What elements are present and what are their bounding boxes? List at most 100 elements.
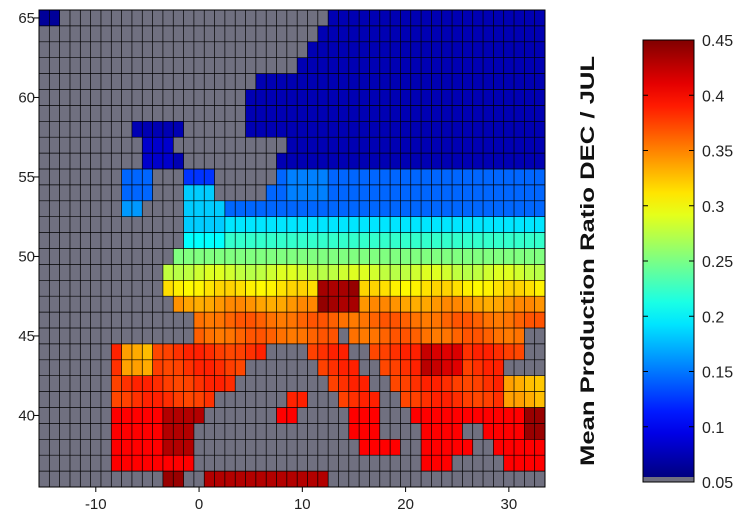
heatmap-cell <box>410 264 422 281</box>
heatmap-cell <box>503 200 515 217</box>
heatmap-cell <box>452 312 463 328</box>
heatmap-cell <box>390 439 401 456</box>
heatmap-cell <box>503 375 515 392</box>
heatmap-cell <box>493 280 504 297</box>
colorbar-ticks: 0.05 0.1 0.15 0.2 0.25 0.3 0.35 0.4 0.45 <box>643 33 733 492</box>
heatmap-cell <box>131 391 143 408</box>
x-axis-ticks: -10 0 10 20 30 <box>85 487 517 513</box>
heatmap-cell <box>121 169 132 185</box>
heatmap-cell <box>328 73 339 90</box>
heatmap-cell <box>534 455 545 472</box>
heatmap-cell <box>390 121 401 138</box>
heatmap-cell <box>255 328 267 344</box>
heatmap-cell <box>348 407 360 424</box>
heatmap-cell <box>452 153 463 169</box>
heatmap-cell <box>255 216 267 233</box>
y-tick-label: 40 <box>18 407 35 424</box>
heatmap-cell <box>235 471 246 487</box>
heatmap-cell <box>462 153 473 169</box>
plot-frame <box>38 9 546 488</box>
heatmap-cell <box>328 359 339 376</box>
heatmap-cell <box>235 248 246 265</box>
heatmap-cell <box>369 137 380 154</box>
colorbar-tick-label: 0.3 <box>702 199 724 216</box>
heatmap-cell <box>255 264 267 281</box>
heatmap-cell <box>142 439 153 456</box>
heatmap-cell <box>338 105 349 122</box>
heatmap-cell <box>359 407 370 424</box>
heatmap-cell <box>142 121 153 138</box>
heatmap-cell <box>328 375 339 392</box>
heatmap-cell <box>369 57 380 74</box>
heatmap-cell <box>142 343 153 360</box>
heatmap-cell <box>410 359 422 376</box>
heatmap-cell <box>286 232 298 249</box>
heatmap-cell <box>462 280 473 297</box>
heatmap-cell <box>514 391 525 408</box>
heatmap-cell <box>400 391 411 408</box>
heatmap-cell <box>255 296 267 313</box>
heatmap-cell <box>328 264 339 281</box>
heatmap-cell <box>462 105 473 122</box>
heatmap-cell <box>162 407 174 424</box>
y-tick-label: 55 <box>18 169 35 186</box>
heatmap-cell <box>359 248 370 265</box>
heatmap-cell <box>235 328 246 344</box>
heatmap-cell <box>462 41 473 58</box>
heatmap-cell <box>348 121 360 138</box>
heatmap-cell <box>338 10 349 26</box>
heatmap-cell <box>266 121 277 138</box>
heatmap-cell <box>307 73 318 90</box>
heatmap-cell <box>379 169 391 185</box>
heatmap-cell <box>452 57 463 74</box>
heatmap-cell <box>286 248 298 265</box>
heatmap-cell <box>307 328 318 344</box>
heatmap-cell <box>162 153 174 169</box>
heatmap-cell <box>173 423 184 440</box>
heatmap-cell <box>483 423 494 440</box>
heatmap-cell <box>452 264 463 281</box>
heatmap-cell <box>524 232 535 249</box>
heatmap-cell <box>524 423 535 440</box>
heatmap-cell <box>524 455 535 472</box>
heatmap-cell <box>214 296 225 313</box>
heatmap-cell <box>483 121 494 138</box>
heatmap-cell <box>400 312 411 328</box>
heatmap-cell <box>266 232 277 249</box>
heatmap-cell <box>493 375 504 392</box>
heatmap-cell <box>493 89 504 106</box>
heatmap-cell <box>472 359 484 376</box>
heatmap-cell <box>410 57 422 74</box>
heatmap-cell <box>379 296 391 313</box>
heatmap-cell <box>359 41 370 58</box>
heatmap-cell <box>390 296 401 313</box>
heatmap-cell <box>421 343 432 360</box>
heatmap-cell <box>328 232 339 249</box>
heatmap-cell <box>224 375 236 392</box>
heatmap-cell <box>421 264 432 281</box>
heatmap-cell <box>317 264 329 281</box>
heatmap-cell <box>328 280 339 297</box>
heatmap-cell <box>472 10 484 26</box>
heatmap-cell <box>483 328 494 344</box>
heatmap-cell <box>379 73 391 90</box>
heatmap-cell <box>441 375 453 392</box>
heatmap-cell <box>483 137 494 154</box>
heatmap-cell <box>39 10 50 26</box>
heatmap-cell <box>338 216 349 233</box>
heatmap-cell <box>183 375 194 392</box>
heatmap-cell <box>410 232 422 249</box>
heatmap-cell <box>328 89 339 106</box>
heatmap-cell <box>441 73 453 90</box>
heatmap-cell <box>317 216 329 233</box>
heatmap-cell <box>204 343 215 360</box>
heatmap-cell <box>297 391 308 408</box>
heatmap-cell <box>266 296 277 313</box>
heatmap-cell <box>503 264 515 281</box>
heatmap-cell <box>255 73 267 90</box>
heatmap-cell <box>183 359 194 376</box>
heatmap-cell <box>503 312 515 328</box>
heatmap-cell <box>193 391 205 408</box>
heatmap-cell <box>348 10 360 26</box>
heatmap-cell <box>276 184 287 201</box>
